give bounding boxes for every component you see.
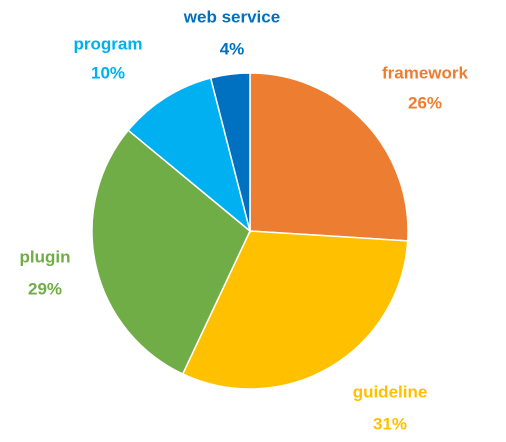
slice-label: plugin (20, 247, 71, 266)
slice-label: framework (382, 63, 469, 82)
slice-value-label: 10% (91, 63, 125, 82)
slice-label: program (74, 34, 143, 53)
slice-value-label: 26% (408, 93, 442, 112)
pie-slice (91, 129, 251, 375)
pie-slice (209, 72, 251, 232)
slice-value-label: 4% (220, 39, 245, 58)
slice-label: web service (183, 7, 280, 26)
pie-slice (127, 77, 252, 234)
pie-slice (181, 230, 409, 390)
slice-value-label: 31% (373, 414, 407, 433)
slice-value-label: 29% (28, 279, 62, 298)
pie-slice (249, 72, 409, 242)
slice-label: guideline (353, 382, 428, 401)
